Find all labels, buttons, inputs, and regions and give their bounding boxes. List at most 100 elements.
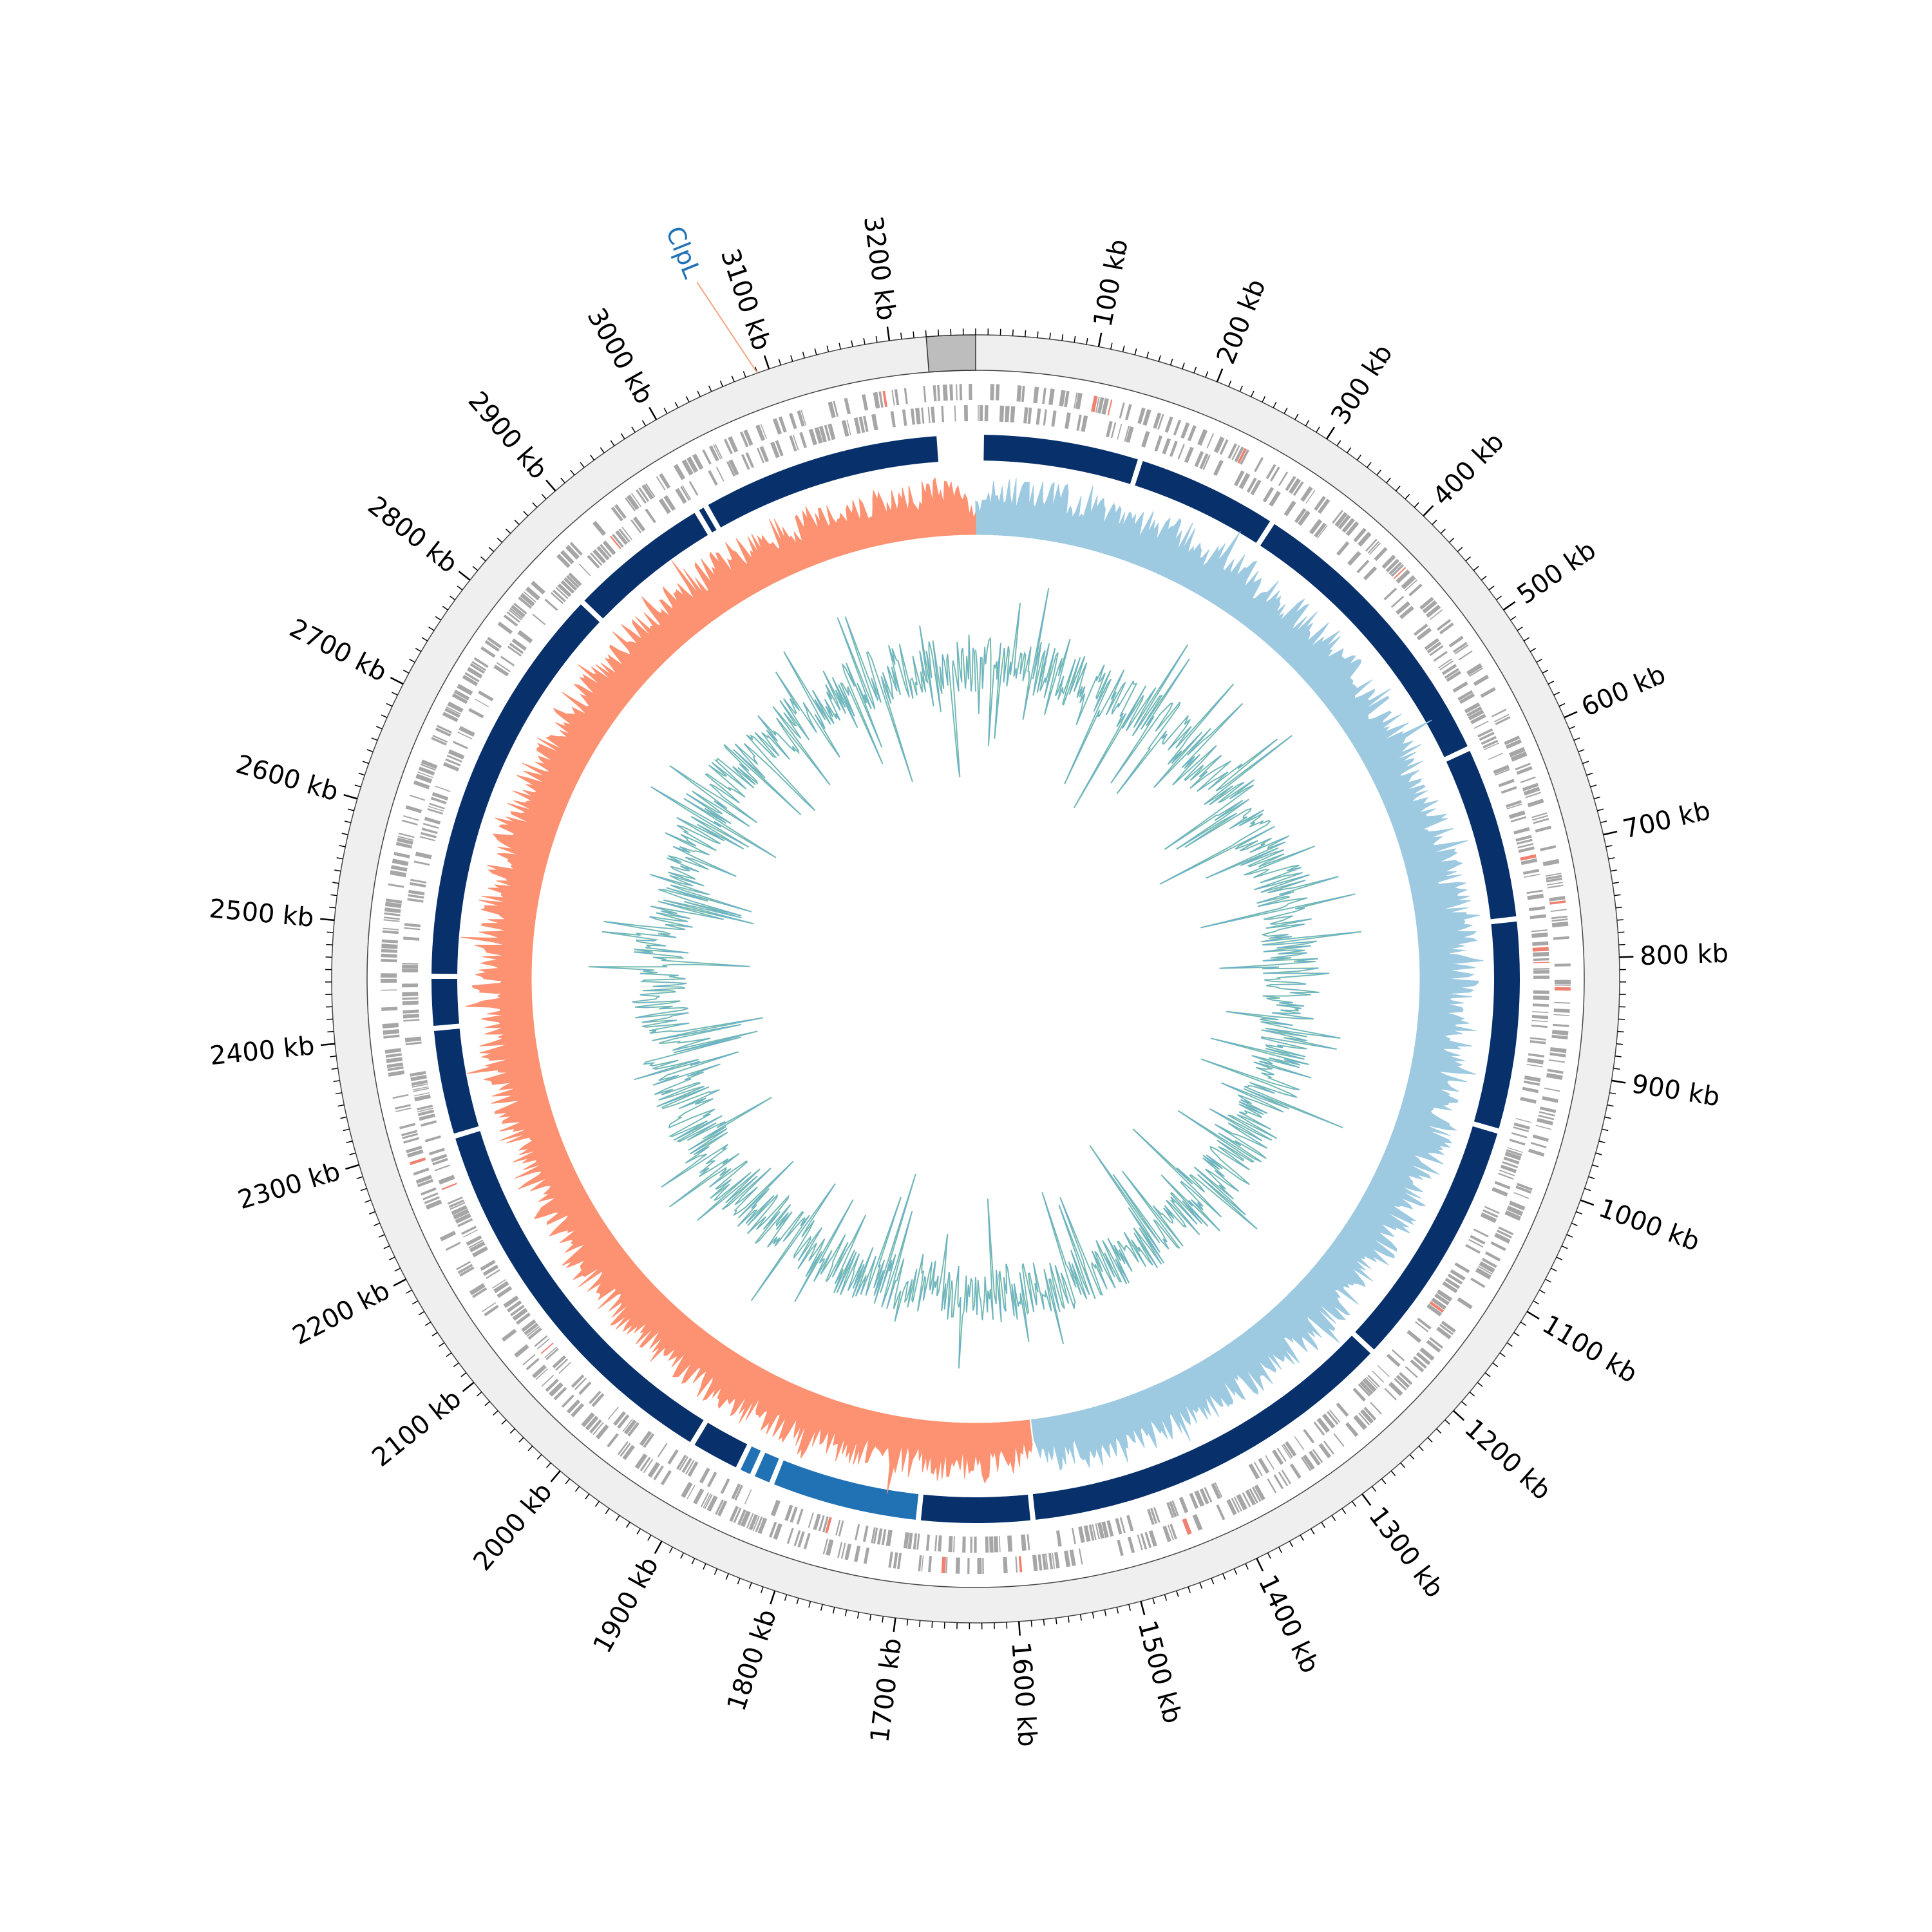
- cds-block: [1137, 407, 1146, 424]
- cds-block: [638, 487, 650, 502]
- minor-tick: [1530, 647, 1537, 652]
- cds-block: [1523, 1080, 1540, 1086]
- cds-block: [1546, 1073, 1563, 1080]
- cds-block: [1318, 498, 1331, 514]
- minor-tick: [431, 1332, 438, 1337]
- minor-tick: [1262, 396, 1266, 402]
- cds-block: [1546, 882, 1563, 886]
- cds-block: [592, 520, 607, 536]
- cds-block: [390, 870, 407, 878]
- minor-tick: [605, 1508, 610, 1515]
- cds-block: [451, 1205, 468, 1215]
- cds-block: [1436, 1289, 1453, 1302]
- minor-tick: [1484, 1372, 1491, 1378]
- cds-block: [513, 602, 527, 615]
- cds-block: [1516, 1182, 1533, 1191]
- cds-block: [1314, 496, 1326, 511]
- cds-block: [1153, 1506, 1160, 1523]
- cds-block: [1468, 1238, 1484, 1248]
- inner-band-edge: [366, 370, 1585, 1588]
- minor-tick: [358, 772, 365, 776]
- cds-block: [1532, 815, 1548, 821]
- major-tick: [1216, 368, 1224, 383]
- minor-tick: [1517, 626, 1523, 631]
- cds-block: [508, 609, 522, 621]
- cds-block: [846, 419, 851, 436]
- cds-block: [1433, 650, 1448, 662]
- minor-tick: [1473, 565, 1479, 571]
- cds-block: [469, 1283, 486, 1296]
- minor-tick: [1533, 1300, 1540, 1305]
- contig-block: [1355, 1126, 1498, 1350]
- cds-block: [1333, 1433, 1345, 1447]
- contig-block: [1446, 750, 1517, 920]
- cds-block: [1078, 1526, 1085, 1543]
- minor-tick: [875, 336, 878, 343]
- cds-block: [713, 444, 721, 460]
- cds-block: [411, 1079, 428, 1086]
- position-label: 800 kb: [1640, 939, 1729, 972]
- major-tick: [390, 676, 404, 685]
- minor-tick: [1461, 1401, 1467, 1406]
- minor-tick: [1251, 390, 1255, 397]
- cds-block: [1388, 562, 1403, 575]
- cds-block: [381, 943, 398, 949]
- minor-tick: [1598, 1141, 1605, 1144]
- minor-tick: [1409, 1454, 1415, 1460]
- minor-tick: [336, 857, 343, 860]
- cds-block: [757, 448, 764, 464]
- cds-block: [506, 1300, 522, 1312]
- cds-block: [734, 1484, 743, 1501]
- cds-block: [743, 429, 753, 446]
- cds-block: [532, 613, 546, 625]
- cds-block: [413, 780, 430, 790]
- minor-tick: [412, 1300, 419, 1305]
- minor-tick: [1152, 1598, 1155, 1605]
- major-tick: [321, 1043, 336, 1046]
- minor-tick: [1386, 477, 1391, 484]
- minor-tick: [784, 1594, 788, 1601]
- cds-block: [383, 927, 399, 931]
- cds-block: [1142, 409, 1151, 426]
- cds-block: [1429, 1337, 1444, 1349]
- minor-tick: [636, 1528, 641, 1535]
- minor-tick: [703, 1563, 706, 1570]
- minor-tick: [501, 1419, 507, 1425]
- minor-tick: [1037, 331, 1039, 338]
- cds-block: [1115, 1518, 1122, 1535]
- cds-block: [938, 1535, 942, 1552]
- cds-block: [717, 1500, 728, 1517]
- cds-block: [1007, 1535, 1013, 1552]
- cds-block: [1059, 390, 1066, 407]
- cds-block: [728, 459, 739, 476]
- cds-block: [838, 1520, 844, 1537]
- cds-block: [1473, 1228, 1489, 1238]
- position-label: 300 kb: [1325, 339, 1399, 430]
- cds-block: [1452, 681, 1468, 693]
- cds-block: [1258, 1457, 1270, 1474]
- cds-block: [453, 689, 470, 701]
- cds-block: [1505, 800, 1522, 808]
- cds-block: [1147, 1508, 1155, 1525]
- cds-block: [1042, 388, 1046, 404]
- cds-block: [1544, 1087, 1560, 1092]
- cds-block: [1148, 1530, 1157, 1547]
- cds-block: [522, 1354, 536, 1366]
- minor-tick: [1012, 329, 1014, 336]
- cds-block: [788, 413, 797, 430]
- minor-tick: [541, 493, 547, 500]
- minor-tick: [506, 528, 511, 534]
- position-label: 2100 kb: [366, 1384, 467, 1473]
- cds-block: [451, 693, 468, 705]
- minor-tick: [610, 440, 615, 446]
- rna-gene-block: [1237, 448, 1247, 464]
- cds-block: [632, 516, 646, 532]
- minor-tick: [1352, 1501, 1357, 1507]
- cds-block: [1551, 1030, 1569, 1036]
- minor-tick: [1561, 1245, 1568, 1249]
- cds-block: [520, 592, 535, 607]
- cds-block: [1370, 1401, 1382, 1415]
- minor-tick: [1405, 493, 1410, 500]
- minor-tick: [1615, 906, 1622, 909]
- cds-block: [1293, 481, 1304, 497]
